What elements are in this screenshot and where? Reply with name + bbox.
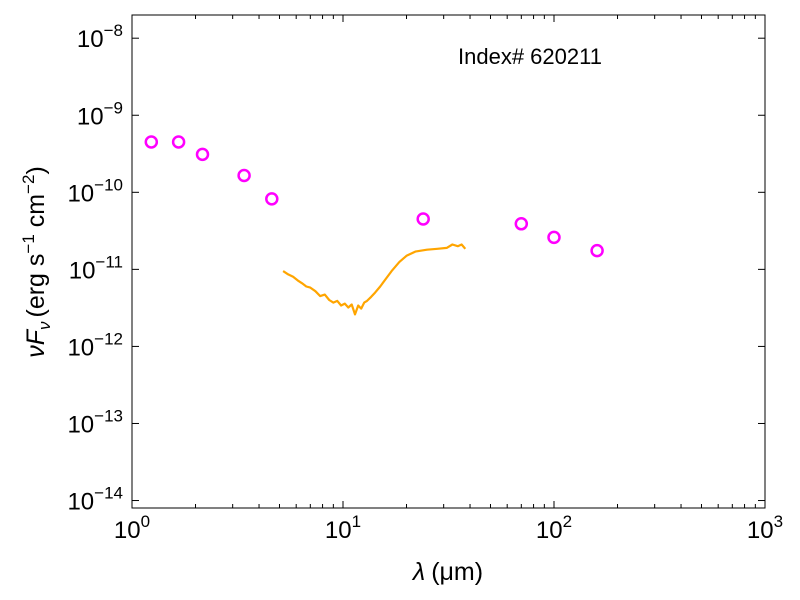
plot-frame	[131, 14, 766, 509]
y-tick-label: 10−13	[67, 406, 123, 438]
x-axis-symbol: λ	[411, 558, 425, 586]
y-axis-exp1: −1	[19, 234, 38, 253]
plot-area	[144, 135, 604, 316]
x-tick-label: 100	[114, 512, 150, 544]
index-annotation: Index# 620211	[458, 44, 602, 69]
photometry-point	[265, 192, 279, 206]
tick-labels: 100 101 102 103 10−8 10−9 10−10 10−11 10−12 10−13…	[67, 21, 783, 544]
y-axis-units-mid: cm	[22, 194, 50, 234]
y-axis-units-close: )	[22, 166, 50, 174]
photometry-point	[416, 212, 430, 226]
axis-ticks	[131, 15, 766, 508]
y-tick-label: 10−12	[67, 329, 123, 361]
y-axis-flux-sub: ν	[35, 321, 54, 330]
y-axis-units-prefix: (erg s	[22, 254, 50, 318]
x-axis-unit: (μm)	[431, 558, 483, 586]
spectrum-line	[282, 243, 467, 316]
x-tick-label: 101	[325, 512, 361, 544]
y-tick-label: 10−11	[69, 252, 123, 284]
photometry-point	[514, 217, 529, 231]
y-tick-label: 10−8	[77, 21, 123, 53]
y-tick-label: 10−10	[67, 175, 123, 207]
photometry-point	[547, 230, 561, 245]
photometry-point	[195, 147, 210, 162]
y-axis-flux: νF	[22, 328, 50, 358]
photometry-point	[237, 168, 251, 183]
y-axis-label: νFν (erg s−1 cm−2)	[19, 166, 54, 358]
y-tick-label: 10−9	[77, 98, 123, 130]
y-axis-exp2: −2	[19, 175, 38, 194]
photometry-point	[590, 243, 604, 258]
x-axis-label: λ (μm)	[411, 558, 483, 586]
x-tick-label: 102	[536, 512, 572, 544]
x-tick-label: 103	[747, 512, 783, 544]
photometry-point	[144, 135, 159, 149]
photometry-point	[171, 135, 186, 149]
y-tick-label: 10−14	[67, 484, 123, 516]
